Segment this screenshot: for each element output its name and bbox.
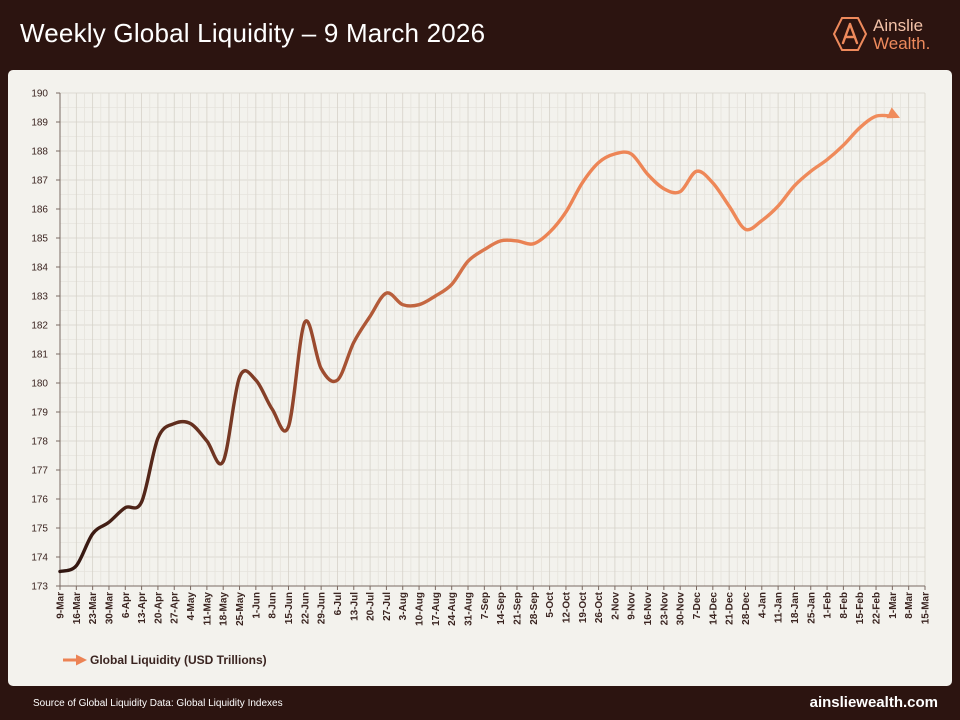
x-tick-label: 14-Dec	[708, 592, 719, 625]
x-tick-label: 13-Apr	[137, 592, 148, 624]
ainslie-logo-icon	[832, 17, 868, 51]
legend-label: Global Liquidity (USD Trillions)	[90, 653, 267, 667]
x-tick-label: 18-May	[219, 592, 230, 626]
x-tick-label: 11-Jan	[774, 592, 785, 623]
series-line	[58, 113, 895, 574]
x-tick-label: 22-Feb	[872, 592, 883, 624]
footer-source: Source of Global Liquidity Data: Global …	[33, 698, 283, 709]
y-tick-label: 180	[31, 379, 48, 390]
x-tick-label: 23-Nov	[659, 592, 670, 626]
x-tick-label: 30-Mar	[104, 592, 115, 624]
x-tick-label: 8-Feb	[839, 592, 850, 619]
y-tick-label: 188	[31, 147, 48, 158]
y-tick-label: 182	[31, 321, 48, 332]
x-tick-label: 27-Apr	[170, 592, 181, 624]
x-tick-label: 30-Nov	[676, 592, 687, 626]
x-tick-label: 14-Sep	[496, 592, 507, 625]
x-tick-label: 8-Mar	[904, 592, 915, 619]
y-tick-label: 176	[31, 495, 48, 506]
x-tick-label: 2-Nov	[610, 592, 621, 620]
y-tick-label: 190	[31, 89, 48, 100]
x-tick-label: 15-Feb	[855, 592, 866, 624]
x-tick-label: 12-Oct	[561, 591, 572, 623]
x-tick-label: 25-Jan	[806, 592, 817, 624]
y-axis-ticks: 173 174 175 176 177 178 179 180 181 182 183 184 185 1…	[31, 89, 60, 593]
x-tick-label: 27-Jul	[382, 592, 393, 621]
chart-axes	[59, 93, 925, 587]
x-tick-label: 20-Jul	[366, 592, 377, 621]
brand-logo: Ainslie Wealth.	[832, 14, 952, 54]
x-tick-label: 15-Mar	[921, 592, 932, 624]
x-tick-label: 1-Feb	[823, 592, 834, 619]
x-tick-label: 7-Sep	[480, 592, 491, 619]
x-tick-label: 28-Dec	[741, 592, 752, 625]
y-tick-label: 179	[31, 408, 48, 419]
x-tick-label: 25-May	[235, 592, 246, 626]
chart-grid	[59, 92, 926, 587]
x-tick-label: 26-Oct	[594, 591, 605, 623]
y-tick-label: 177	[31, 466, 48, 477]
logo-wordmark-bottom: Wealth.	[873, 34, 931, 53]
page-title: Weekly Global Liquidity – 9 March 2026	[20, 18, 486, 48]
x-tick-label: 21-Dec	[725, 592, 736, 625]
x-tick-label: 4-Jan	[757, 592, 768, 618]
x-tick-label: 4-May	[186, 592, 197, 621]
x-tick-label: 9-Mar	[56, 592, 67, 619]
header-bar: Weekly Global Liquidity – 9 March 2026 A…	[0, 0, 960, 68]
series-global-liquidity	[58, 107, 900, 574]
x-tick-label: 23-Mar	[88, 592, 99, 624]
y-tick-label: 173	[31, 582, 48, 593]
x-tick-label: 15-Jun	[284, 592, 295, 624]
x-tick-label: 10-Aug	[415, 592, 426, 626]
x-tick-label: 8-Jun	[268, 592, 279, 619]
y-tick-label: 183	[31, 292, 48, 303]
x-tick-label: 31-Aug	[464, 592, 475, 626]
x-tick-label: 13-Jul	[349, 592, 360, 621]
footer-url[interactable]: ainsliewealth.com	[809, 694, 938, 711]
x-tick-label: 6-Apr	[121, 592, 132, 618]
x-tick-label: 24-Aug	[447, 592, 458, 626]
x-tick-label: 16-Mar	[72, 592, 83, 624]
series-arrowhead	[886, 107, 900, 119]
x-tick-label: 9-Nov	[627, 592, 638, 620]
y-tick-label: 187	[31, 176, 48, 187]
x-tick-label: 22-Jun	[300, 592, 311, 624]
y-tick-label: 185	[31, 234, 48, 245]
y-tick-label: 189	[31, 118, 48, 129]
y-tick-label: 181	[31, 350, 48, 361]
x-tick-label: 1-Mar	[888, 592, 899, 619]
x-tick-label: 28-Sep	[529, 592, 540, 625]
x-tick-label: 3-Aug	[398, 592, 409, 620]
x-tick-label: 5-Oct	[545, 591, 556, 617]
y-tick-label: 184	[31, 263, 48, 274]
x-tick-label: 19-Oct	[578, 591, 589, 623]
x-tick-label: 21-Sep	[512, 592, 523, 625]
x-tick-label: 11-May	[202, 592, 213, 626]
logo-wordmark-top: Ainslie	[873, 16, 924, 35]
y-tick-label: 175	[31, 524, 48, 535]
x-tick-label: 7-Dec	[692, 592, 703, 620]
legend-arrow-icon	[63, 654, 87, 666]
x-tick-label: 1-Jun	[251, 592, 262, 619]
x-tick-label: 18-Jan	[790, 592, 801, 624]
x-tick-label: 20-Apr	[153, 592, 164, 624]
y-tick-label: 174	[31, 553, 48, 564]
x-tick-label: 17-Aug	[431, 592, 442, 626]
x-tick-label: 16-Nov	[643, 592, 654, 626]
x-tick-label: 29-Jun	[317, 592, 328, 624]
x-tick-label: 6-Jul	[333, 592, 344, 616]
y-tick-label: 178	[31, 437, 48, 448]
y-tick-label: 186	[31, 205, 48, 216]
x-axis-ticks: 9-Mar 16-Mar 23-Mar 30-Mar 6-Apr 13-Apr 20-Apr…	[56, 586, 932, 626]
